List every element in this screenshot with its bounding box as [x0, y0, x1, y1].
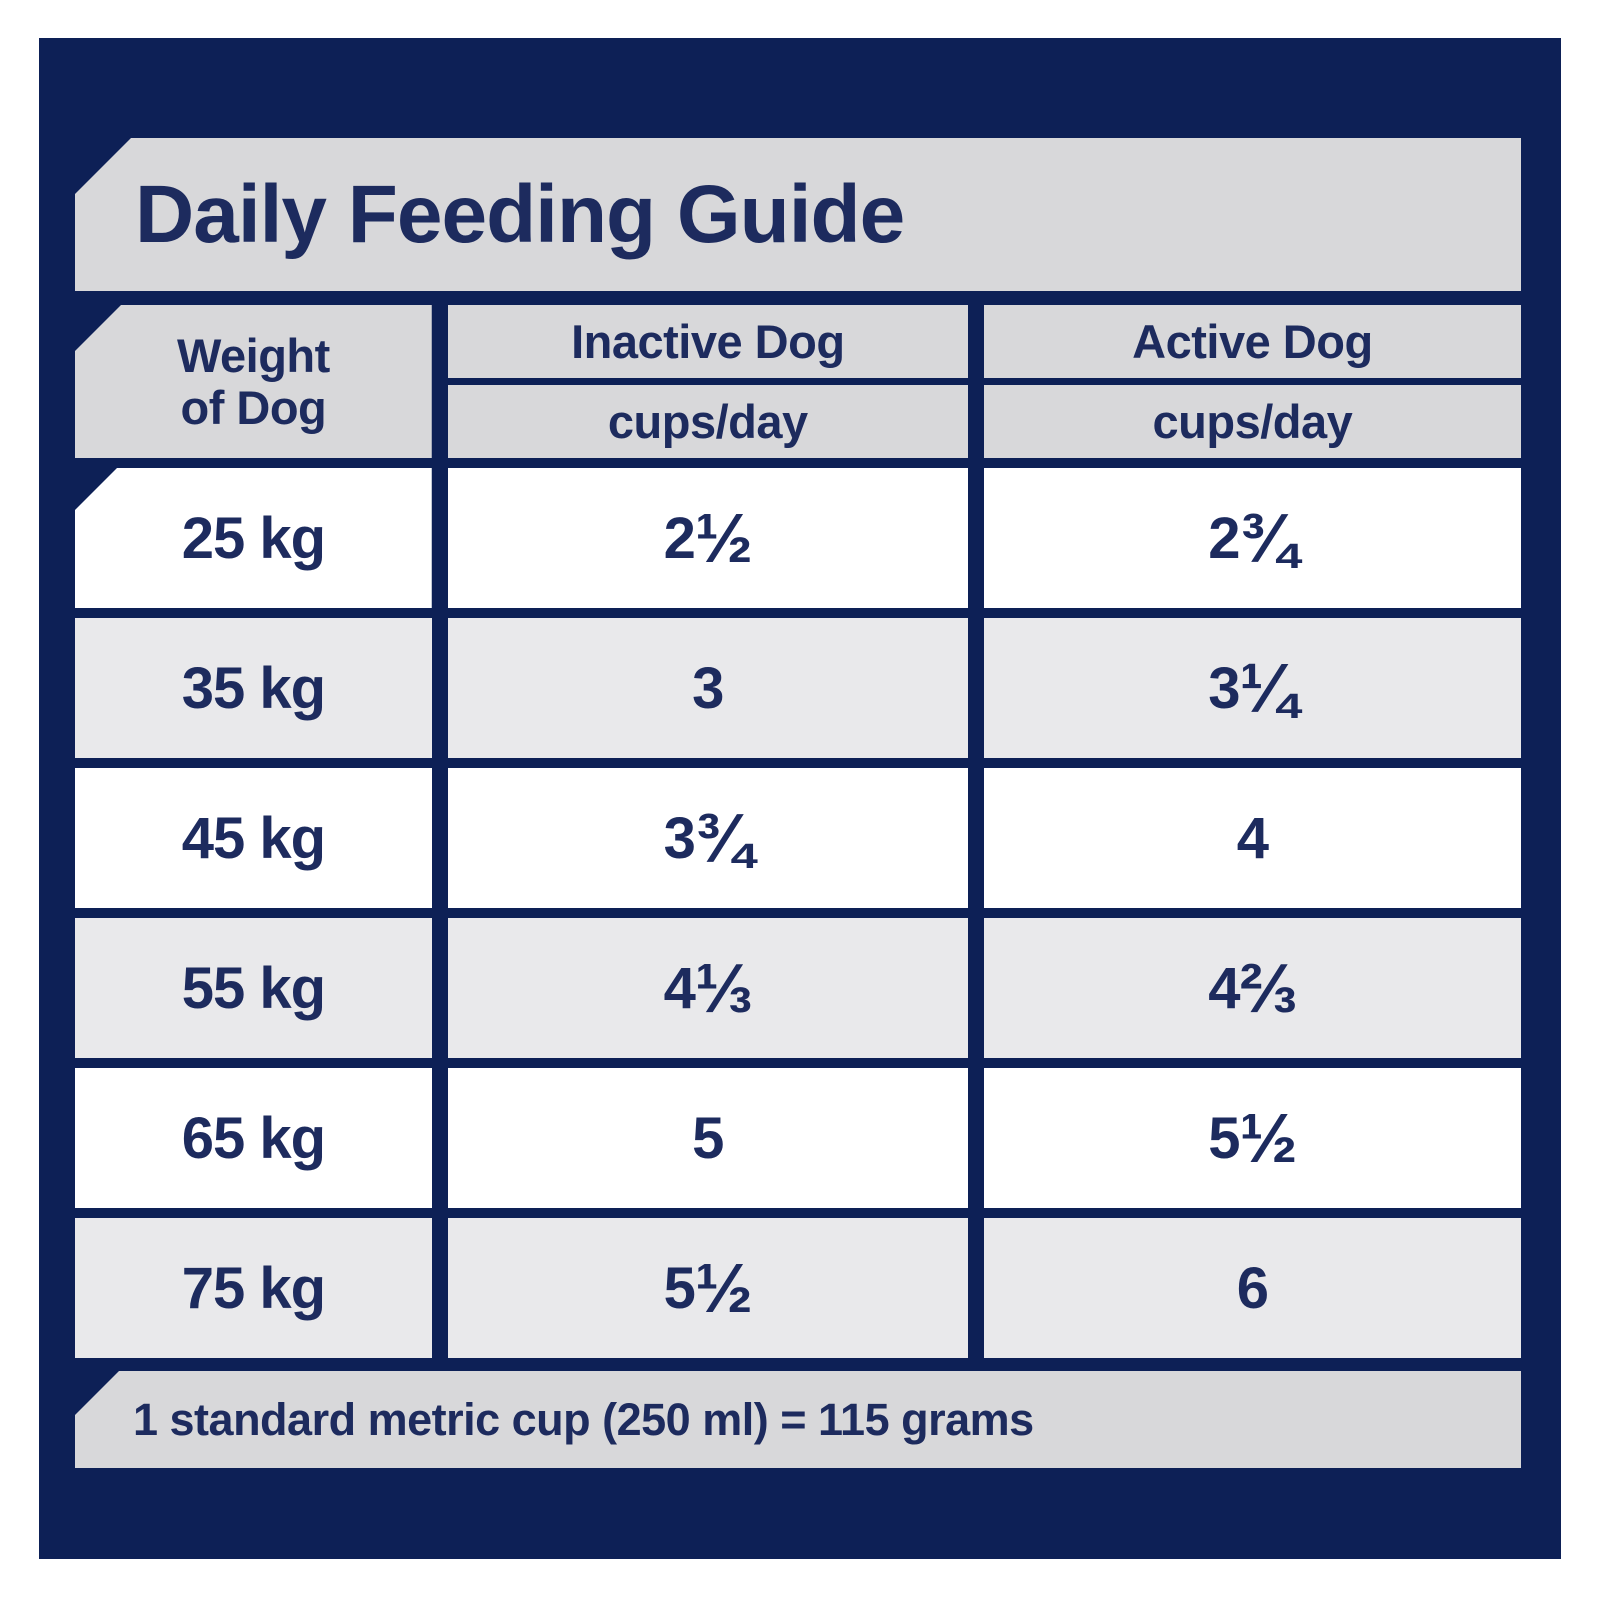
inactive-value-75kg: 5 ½	[447, 1218, 968, 1358]
weight-header-line2: of Dog	[180, 380, 327, 434]
inactive-value-25kg: 2 ½	[447, 468, 968, 608]
weight-cell-65kg: 65 kg	[75, 1068, 432, 1208]
inactive-value-55kg: 4 ⅓	[447, 918, 968, 1058]
active-value-25kg: 2 ¾	[983, 468, 1521, 608]
weight-cell-55kg: 55 kg	[75, 918, 432, 1058]
inactive-dog-header: Inactive Dog	[447, 305, 968, 378]
active-value-75kg: 6	[983, 1218, 1521, 1358]
inactive-value-35kg: 3	[447, 618, 968, 758]
weight-of-dog-header: Weight of Dog	[75, 305, 432, 458]
weight-cell-45kg: 45 kg	[75, 768, 432, 908]
footnote-banner: 1 standard metric cup (250 ml) = 115 gra…	[75, 1371, 1521, 1468]
active-cups-per-day-subheader: cups/day	[983, 385, 1521, 458]
inactive-cups-per-day-subheader: cups/day	[447, 385, 968, 458]
weight-cell-75kg: 75 kg	[75, 1218, 432, 1358]
weight-header-line1: Weight	[176, 328, 330, 382]
inactive-dog-header-group: Inactive Dog cups/day	[447, 305, 968, 458]
active-value-55kg: 4 ⅔	[983, 918, 1521, 1058]
feeding-table: Weight of Dog Inactive Dog cups/day Acti…	[75, 305, 1521, 1358]
title-banner: Daily Feeding Guide	[75, 138, 1521, 291]
active-value-35kg: 3 ¼	[983, 618, 1521, 758]
active-value-45kg: 4	[983, 768, 1521, 908]
inactive-value-45kg: 3 ¾	[447, 768, 968, 908]
active-dog-header-group: Active Dog cups/day	[983, 305, 1521, 458]
weight-cell-35kg: 35 kg	[75, 618, 432, 758]
active-dog-header: Active Dog	[983, 305, 1521, 378]
active-value-65kg: 5 ½	[983, 1068, 1521, 1208]
inactive-value-65kg: 5	[447, 1068, 968, 1208]
footnote-text: 1 standard metric cup (250 ml) = 115 gra…	[133, 1393, 1034, 1445]
feeding-guide-panel: Daily Feeding Guide Weight of Dog Inacti…	[39, 38, 1561, 1559]
weight-cell-25kg: 25 kg	[75, 468, 432, 608]
page-title: Daily Feeding Guide	[135, 168, 905, 260]
